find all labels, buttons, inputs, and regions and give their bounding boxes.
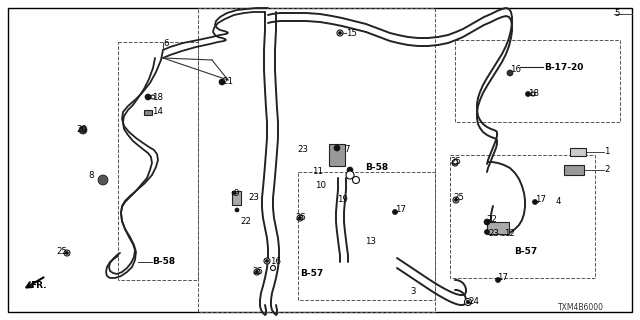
- Text: 25: 25: [56, 247, 67, 257]
- Circle shape: [64, 250, 70, 256]
- Circle shape: [219, 79, 225, 85]
- Circle shape: [235, 208, 239, 212]
- Circle shape: [392, 210, 397, 214]
- Text: B-58: B-58: [365, 164, 388, 172]
- Circle shape: [454, 198, 458, 202]
- Bar: [455, 40, 620, 122]
- Text: 22: 22: [486, 215, 497, 225]
- Bar: [329, 144, 345, 166]
- Bar: [564, 165, 584, 175]
- Circle shape: [347, 167, 353, 173]
- Text: 23: 23: [297, 146, 308, 155]
- Circle shape: [298, 217, 301, 220]
- Text: B-57: B-57: [514, 247, 537, 257]
- Text: 7: 7: [344, 146, 349, 155]
- Circle shape: [495, 277, 500, 283]
- Circle shape: [466, 300, 470, 304]
- Circle shape: [266, 260, 269, 262]
- Circle shape: [353, 177, 360, 183]
- Circle shape: [339, 31, 342, 35]
- Text: B-58: B-58: [152, 258, 175, 267]
- Text: 13: 13: [365, 237, 376, 246]
- Text: 25: 25: [295, 213, 306, 222]
- Text: 20: 20: [76, 125, 87, 134]
- Text: 18: 18: [528, 90, 539, 99]
- Text: 16: 16: [270, 258, 281, 267]
- Text: 14: 14: [152, 108, 163, 116]
- Circle shape: [145, 94, 151, 100]
- Text: B-17-20: B-17-20: [544, 62, 584, 71]
- Text: 23: 23: [488, 228, 499, 237]
- Circle shape: [334, 145, 340, 151]
- Text: B-57: B-57: [300, 269, 323, 278]
- Bar: [232, 191, 241, 205]
- Text: 5: 5: [614, 10, 620, 19]
- Circle shape: [151, 95, 155, 99]
- Circle shape: [271, 266, 275, 270]
- Circle shape: [532, 199, 538, 204]
- Circle shape: [65, 252, 68, 254]
- Circle shape: [297, 215, 303, 221]
- Circle shape: [79, 126, 87, 134]
- Circle shape: [454, 162, 456, 164]
- Text: 23: 23: [248, 194, 259, 203]
- Circle shape: [525, 92, 531, 97]
- Text: 17: 17: [497, 274, 508, 283]
- Text: 17: 17: [395, 205, 406, 214]
- Text: 9: 9: [234, 188, 239, 197]
- Text: 11: 11: [312, 167, 323, 177]
- Bar: [298, 172, 435, 300]
- Circle shape: [346, 171, 354, 179]
- Text: 25: 25: [252, 268, 263, 276]
- Text: FR.: FR.: [30, 281, 47, 290]
- Circle shape: [255, 270, 259, 274]
- Circle shape: [232, 191, 236, 195]
- Bar: [570, 148, 586, 156]
- Text: 6: 6: [163, 38, 168, 47]
- Circle shape: [264, 258, 270, 264]
- Text: 1: 1: [604, 148, 609, 156]
- Bar: [144, 109, 152, 115]
- Text: 24: 24: [468, 298, 479, 307]
- Text: 12: 12: [504, 228, 515, 237]
- Circle shape: [484, 219, 490, 225]
- Text: 19: 19: [337, 196, 348, 204]
- Text: 21: 21: [222, 77, 233, 86]
- Circle shape: [453, 197, 459, 203]
- Circle shape: [507, 70, 513, 76]
- Text: 8: 8: [88, 171, 93, 180]
- Text: 25: 25: [453, 194, 464, 203]
- Text: 25: 25: [450, 157, 461, 166]
- Bar: [118, 42, 198, 280]
- Circle shape: [531, 92, 535, 96]
- Circle shape: [465, 299, 472, 306]
- Text: 3: 3: [410, 287, 415, 297]
- Circle shape: [98, 175, 108, 185]
- Text: TXM4B6000: TXM4B6000: [558, 303, 604, 313]
- Circle shape: [484, 229, 490, 235]
- Bar: [487, 222, 509, 234]
- Text: 18: 18: [152, 92, 163, 101]
- Text: 15: 15: [346, 28, 357, 37]
- Text: 4: 4: [556, 197, 561, 206]
- Text: 17: 17: [535, 196, 546, 204]
- Bar: [198, 8, 435, 312]
- Circle shape: [452, 159, 458, 164]
- Text: 22: 22: [240, 218, 251, 227]
- Text: 2: 2: [604, 165, 609, 174]
- Circle shape: [337, 30, 343, 36]
- Text: 16: 16: [510, 66, 521, 75]
- Circle shape: [254, 269, 260, 275]
- Bar: [450, 155, 595, 278]
- Circle shape: [452, 160, 458, 166]
- Text: 10: 10: [315, 180, 326, 189]
